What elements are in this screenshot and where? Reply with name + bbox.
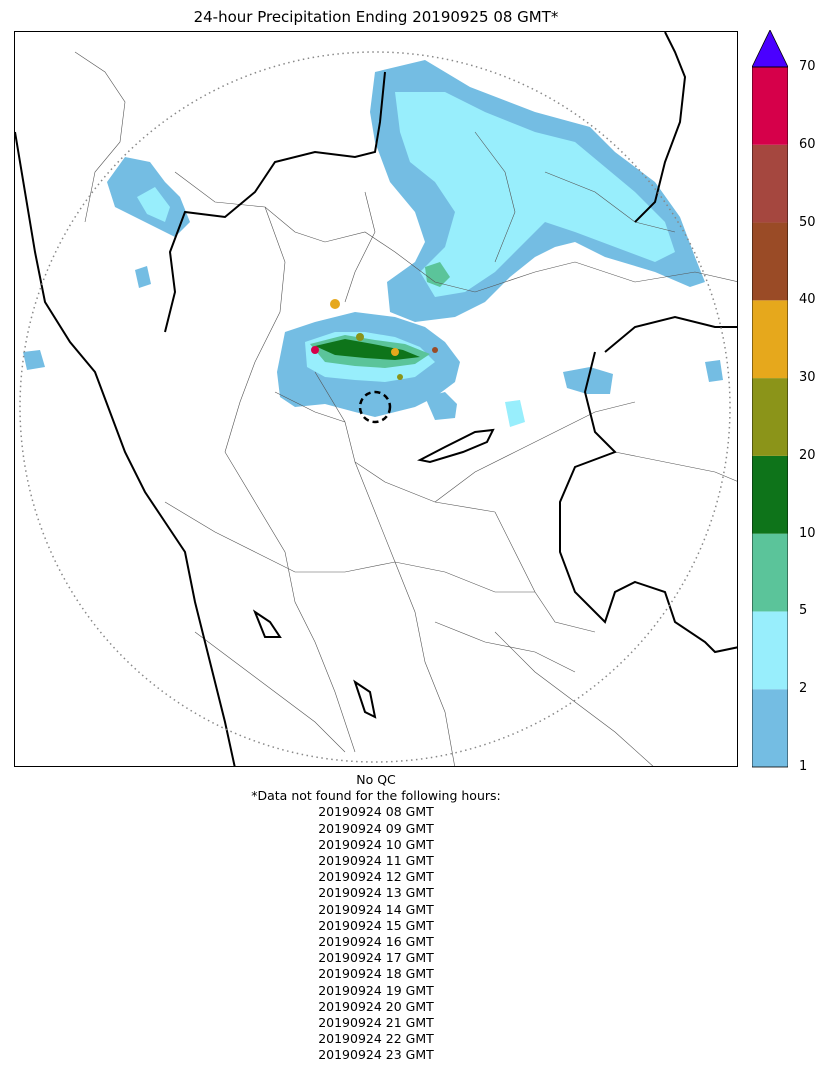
- colorbar-bin: [752, 455, 788, 534]
- precipitation-map: [14, 31, 738, 767]
- missing-hour: 20190924 20 GMT: [318, 998, 434, 1014]
- precip-area-ne-moderate: [425, 262, 450, 287]
- missing-hour: 20190924 21 GMT: [318, 1015, 434, 1031]
- colorbar-bin: [752, 533, 788, 612]
- notes-block: No QC *Data not found for the following …: [14, 772, 738, 1064]
- missing-hour: 20190924 10 GMT: [318, 836, 434, 852]
- precip-cell: [397, 374, 403, 380]
- precip-area-southcentral: [425, 392, 457, 420]
- missing-hour: 20190924 19 GMT: [318, 982, 434, 998]
- colorbar-bin: [752, 378, 788, 456]
- colorbar-tick-label: 1: [799, 759, 808, 774]
- district-boundaries: [74, 51, 737, 766]
- colorbar-tick-label: 70: [799, 59, 816, 74]
- chart-title: 24-hour Precipitation Ending 20190925 08…: [193, 8, 559, 26]
- missing-hour: 20190924 22 GMT: [318, 1031, 434, 1047]
- colorbar-bin: [752, 689, 788, 767]
- colorbar-tick-label: 30: [799, 370, 816, 386]
- missing-hour: 20190924 08 GMT: [318, 804, 434, 820]
- colorbar-tick-label: 50: [799, 214, 816, 230]
- colorbar-bins: [752, 67, 788, 767]
- precip-cell: [391, 348, 399, 356]
- precip-area-southeast: [505, 400, 525, 427]
- state-boundaries: [15, 32, 737, 766]
- precip-cell: [330, 299, 340, 309]
- colorbar-bin: [752, 611, 788, 690]
- colorbar-tick-label: 40: [799, 292, 816, 308]
- missing-hour: 20190924 16 GMT: [318, 934, 434, 950]
- precip-cell: [311, 346, 319, 354]
- precip-area-small: [135, 266, 151, 288]
- missing-hour: 20190924 13 GMT: [318, 885, 434, 901]
- colorbar-frame: [752, 66, 788, 768]
- missing-hour: 20190924 18 GMT: [318, 966, 434, 982]
- precip-area-east-small: [705, 360, 723, 382]
- missing-data-note: *Data not found for the following hours:: [251, 788, 501, 804]
- colorbar-bin: [752, 300, 788, 379]
- qc-status: No QC: [356, 772, 396, 787]
- colorbar: [752, 30, 788, 768]
- precip-area-west-small: [23, 350, 45, 370]
- colorbar-extend-arrow: [752, 30, 788, 68]
- colorbar-bin: [752, 67, 788, 145]
- colorbar-bin: [752, 144, 788, 223]
- missing-hour: 20190924 15 GMT: [318, 917, 434, 933]
- map-canvas: [15, 32, 737, 766]
- precip-area-northwest-core: [137, 187, 170, 222]
- missing-hour: 20190924 14 GMT: [318, 901, 434, 917]
- radar-range-ring: [19, 51, 731, 763]
- precip-area-northeast-core: [395, 92, 675, 297]
- colorbar-bin: [752, 222, 788, 301]
- precip-cell: [432, 347, 438, 353]
- missing-hour: 20190924 09 GMT: [318, 820, 434, 836]
- missing-hour: 20190924 23 GMT: [318, 1047, 434, 1063]
- colorbar-tick-label: 60: [799, 136, 816, 152]
- missing-hour: 20190924 17 GMT: [318, 950, 434, 966]
- precip-layer: [23, 60, 723, 427]
- colorbar-tick-label: 5: [799, 603, 808, 619]
- colorbar-tick-label: 10: [799, 525, 816, 541]
- colorbar-tick-label: 20: [799, 447, 816, 463]
- missing-hour: 20190924 11 GMT: [318, 853, 434, 869]
- radar-site-marker: [358, 390, 392, 424]
- missing-hour: 20190924 12 GMT: [318, 869, 434, 885]
- precip-cell: [356, 333, 364, 341]
- colorbar-tick-label: 2: [799, 681, 808, 697]
